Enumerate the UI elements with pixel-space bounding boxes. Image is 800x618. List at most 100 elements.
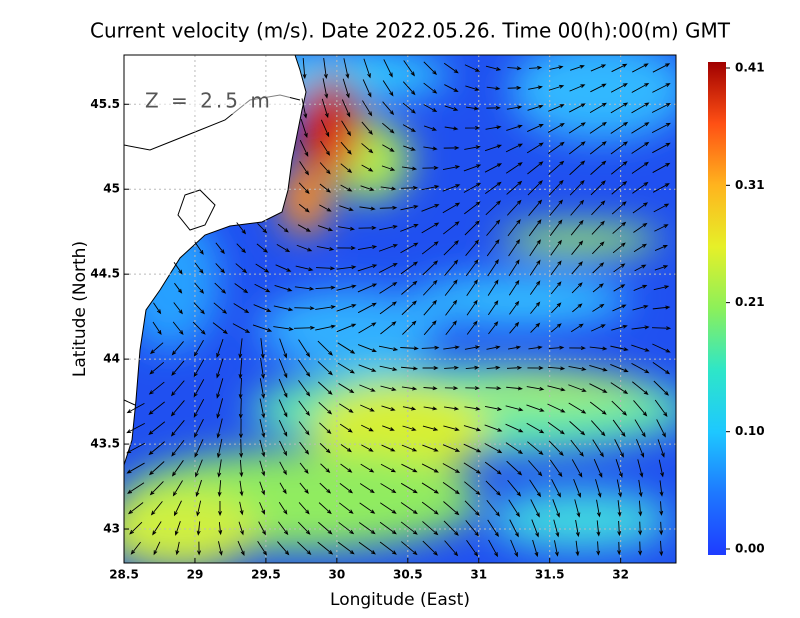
flow-arrow (485, 386, 502, 391)
y-tick-label: 44 (103, 352, 120, 366)
flow-arrow (239, 439, 244, 459)
flow-arrow (378, 244, 398, 252)
flow-arrow (505, 162, 523, 174)
flow-arrow (526, 404, 545, 412)
flow-arrow (575, 519, 580, 538)
flow-arrow (488, 321, 499, 335)
flow-arrow (149, 481, 164, 496)
flow-arrow (171, 360, 185, 376)
flow-arrow (379, 521, 397, 535)
flow-arrow (505, 423, 524, 433)
flow-arrow (654, 399, 668, 417)
flow-arrow (379, 541, 397, 555)
flow-arrow (294, 306, 315, 311)
x-tick-label: 29.5 (251, 568, 281, 582)
flow-arrow (127, 482, 145, 494)
flow-arrow (259, 502, 265, 515)
flow-arrow (613, 263, 626, 273)
flow-arrow (317, 381, 333, 395)
flow-arrow (596, 499, 601, 518)
flow-arrow (507, 480, 522, 497)
flow-arrow (402, 406, 417, 411)
flow-arrow (357, 302, 377, 314)
flow-arrow (654, 224, 669, 232)
flow-arrow (505, 405, 524, 412)
flow-arrow (617, 520, 622, 537)
flow-arrow (551, 479, 561, 498)
flow-arrow (259, 481, 265, 496)
flow-arrow (260, 358, 265, 380)
flow-arrow (442, 463, 461, 474)
flow-arrow (526, 142, 544, 154)
flow-arrow (173, 500, 182, 517)
flow-arrow (218, 521, 223, 536)
flow-arrow (422, 521, 439, 536)
flow-arrow (175, 541, 180, 556)
flow-arrow (550, 260, 562, 276)
flow-arrow (610, 382, 629, 394)
flow-arrow (443, 406, 460, 411)
flow-arrow (403, 60, 415, 77)
flow-arrow (651, 102, 671, 113)
flow-arrow (213, 302, 228, 314)
flow-arrow (421, 482, 439, 494)
flow-arrow (357, 264, 378, 272)
flow-arrow (652, 142, 671, 154)
flow-arrow (298, 203, 310, 213)
flow-arrow (253, 304, 272, 312)
flow-arrow (400, 204, 419, 211)
flow-arrow (338, 383, 355, 394)
flow-arrow (319, 422, 332, 434)
flow-arrow (401, 386, 418, 391)
y-tick-label: 43 (103, 522, 120, 536)
flow-arrow (294, 325, 316, 330)
flow-arrow (507, 219, 521, 237)
flow-arrow (321, 98, 329, 119)
flow-arrow (610, 141, 628, 155)
flow-arrow (276, 244, 291, 253)
flow-arrow (126, 422, 145, 434)
flow-arrow (442, 202, 461, 214)
flow-arrow (466, 539, 479, 557)
flow-arrow (530, 499, 540, 518)
flow-arrow (317, 340, 333, 356)
flow-arrow (636, 439, 645, 458)
flow-arrow (318, 521, 333, 535)
flow-arrow (422, 425, 439, 431)
flow-arrow (273, 305, 294, 312)
flow-arrow (652, 362, 671, 375)
flow-arrow (569, 179, 585, 196)
flow-arrow (336, 323, 357, 333)
flow-arrow (359, 206, 376, 211)
flow-arrow (217, 459, 222, 478)
flow-arrow (400, 521, 418, 535)
flow-arrow (236, 222, 247, 235)
y-tick-label: 45 (103, 182, 120, 196)
flow-arrow (421, 204, 440, 212)
flow-arrow (465, 520, 479, 537)
flow-arrow (465, 259, 479, 277)
flow-arrow (652, 305, 671, 310)
flow-arrow (570, 439, 584, 457)
flow-arrow (302, 58, 307, 80)
y-tick-label: 45.5 (90, 97, 120, 111)
flow-arrow (153, 302, 162, 315)
flow-arrow (505, 143, 523, 153)
flow-arrow (357, 245, 378, 251)
flow-arrow (422, 366, 439, 370)
flow-arrow (212, 322, 228, 335)
flow-arrow (553, 519, 560, 538)
y-tick-label: 43.5 (90, 437, 120, 451)
flow-arrow (337, 342, 356, 354)
flow-arrow (343, 58, 350, 79)
flow-arrow (126, 403, 145, 414)
flow-arrow (487, 259, 499, 277)
flow-arrow (547, 421, 565, 435)
flow-arrow (216, 418, 223, 439)
flow-arrow (548, 104, 565, 112)
flow-arrow (528, 219, 542, 237)
flow-arrow (216, 338, 224, 358)
flow-arrow (215, 263, 226, 274)
flow-arrow (259, 439, 266, 458)
flow-arrow (465, 106, 480, 111)
